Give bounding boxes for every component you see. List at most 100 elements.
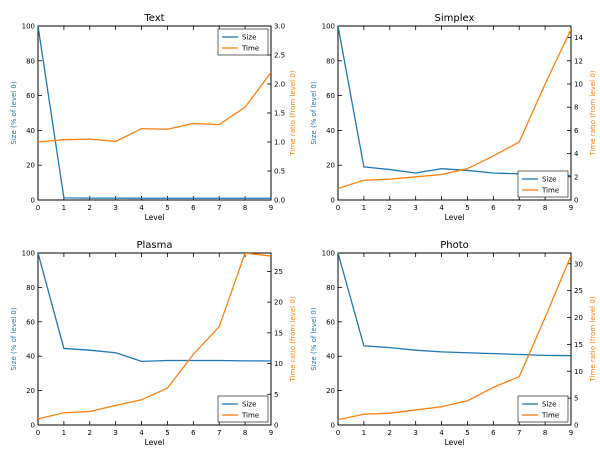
x-tick-label: 6 (491, 204, 496, 212)
y-tick-label: 80 (26, 284, 35, 292)
x-tick-label: 4 (139, 204, 144, 212)
y-tick-label: 0 (331, 422, 335, 430)
x-tick-label: 0 (36, 204, 40, 212)
y-tick-label: 20 (326, 387, 335, 395)
y2-tick-label: 30 (574, 260, 583, 268)
x-tick-label: 9 (269, 429, 273, 437)
legend-label: Time (541, 412, 559, 420)
legend-label: Time (241, 45, 259, 53)
x-tick-label: 2 (88, 204, 92, 212)
x-tick-label: 8 (243, 204, 247, 212)
x-axis-label: Level (445, 438, 465, 447)
x-tick-label: 7 (517, 204, 521, 212)
y2-tick-label: 10 (574, 368, 583, 376)
x-tick-label: 1 (362, 429, 366, 437)
y-tick-label: 0 (31, 197, 35, 205)
x-tick-label: 5 (165, 429, 169, 437)
y2-tick-label: 10 (274, 360, 283, 368)
x-tick-label: 9 (269, 204, 273, 212)
y-tick-label: 40 (326, 353, 335, 361)
x-tick-label: 3 (413, 429, 417, 437)
x-tick-label: 8 (543, 204, 547, 212)
y2-tick-label: 20 (574, 314, 583, 322)
series-line-size (38, 253, 271, 363)
legend-label: Size (542, 176, 556, 184)
x-tick-label: 0 (36, 429, 40, 437)
y2-axis-label: Time ratio (from level 0) (589, 296, 597, 382)
x-tick-label: 7 (217, 204, 221, 212)
y2-tick-label: 25 (574, 287, 583, 295)
y-tick-label: 20 (26, 387, 35, 395)
chart-panel-1: Text 0 1 2 3 4 5 6 7 8 9 Level 0 20 40 60 80 100 Size (% o… (10, 13, 297, 222)
y-tick-label: 60 (326, 92, 335, 100)
x-tick-label: 2 (88, 429, 92, 437)
y2-tick-label: 8 (574, 104, 578, 112)
x-tick-label: 8 (543, 429, 547, 437)
y2-tick-label: 14 (574, 34, 583, 42)
y2-tick-label: 25 (274, 268, 283, 276)
y2-tick-label: 1.0 (274, 139, 285, 147)
x-axis-label: Level (445, 213, 465, 222)
series-line-size (338, 26, 571, 177)
y-tick-label: 100 (322, 23, 335, 31)
y2-tick-label: 5 (574, 395, 578, 403)
y-tick-label: 20 (26, 162, 35, 170)
y2-tick-label: 20 (274, 299, 283, 307)
legend-label: Time (241, 412, 259, 420)
x-tick-label: 6 (191, 204, 196, 212)
x-tick-label: 1 (62, 429, 66, 437)
x-tick-label: 7 (217, 429, 221, 437)
chart-title: Simplex (435, 13, 475, 24)
y2-tick-label: 2 (574, 173, 578, 181)
y-tick-label: 60 (26, 318, 35, 326)
x-tick-label: 4 (439, 204, 444, 212)
plot-frame (337, 25, 572, 201)
y-tick-label: 80 (26, 57, 35, 65)
x-tick-label: 7 (517, 429, 521, 437)
y2-tick-label: 0.5 (274, 168, 285, 176)
x-tick-label: 4 (139, 429, 144, 437)
x-tick-label: 3 (113, 429, 117, 437)
y-tick-label: 100 (22, 250, 35, 258)
legend-label: Size (242, 401, 256, 409)
x-tick-label: 2 (388, 429, 392, 437)
legend-label: Size (542, 401, 556, 409)
y-tick-label: 0 (31, 422, 35, 430)
series-line-time (338, 29, 571, 190)
x-axis-label: Level (145, 438, 165, 447)
legend-label: Size (242, 34, 256, 42)
series-line-size (338, 253, 571, 357)
y2-tick-label: 3.0 (274, 23, 285, 31)
y-axis-label: Size (% of level 0) (10, 307, 18, 370)
y-tick-label: 60 (326, 318, 335, 326)
plot-frame (337, 252, 572, 426)
y2-tick-label: 0 (274, 422, 278, 430)
y2-axis-label: Time ratio (from level 0) (589, 70, 597, 156)
x-tick-label: 6 (191, 429, 196, 437)
y2-tick-label: 1.5 (274, 110, 285, 118)
legend-box (217, 28, 269, 56)
y2-tick-label: 12 (574, 57, 583, 65)
series-line-time (38, 72, 271, 143)
x-tick-label: 0 (336, 204, 340, 212)
y2-tick-label: 10 (574, 81, 583, 89)
legend-box (217, 395, 269, 423)
y2-tick-label: 15 (274, 329, 283, 337)
y2-tick-label: 0.0 (274, 197, 285, 205)
y2-tick-label: 15 (574, 341, 583, 349)
x-axis-label: Level (145, 213, 165, 222)
x-tick-label: 2 (388, 204, 392, 212)
y-tick-label: 40 (26, 353, 35, 361)
x-tick-label: 5 (465, 204, 469, 212)
x-tick-label: 9 (569, 204, 573, 212)
y-axis-label: Size (% of level 0) (310, 307, 318, 370)
y-tick-label: 100 (322, 250, 335, 258)
series-line-time (338, 255, 571, 421)
y-tick-label: 60 (26, 92, 35, 100)
series-line-size (38, 26, 271, 199)
y-axis-label: Size (% of level 0) (310, 81, 318, 144)
chart-title: Text (143, 13, 164, 24)
